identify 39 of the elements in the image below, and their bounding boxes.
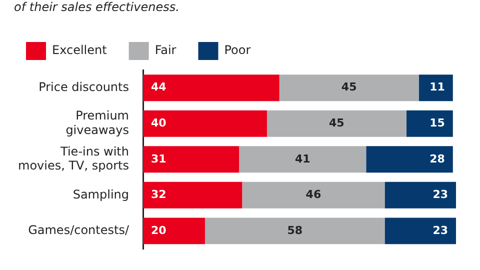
bar bbox=[279, 74, 419, 102]
data-label: 32 bbox=[151, 188, 166, 202]
bar bbox=[418, 74, 453, 102]
bar bbox=[239, 146, 366, 173]
data-label: 44 bbox=[151, 80, 167, 94]
bar bbox=[266, 110, 406, 137]
data-label: 46 bbox=[306, 188, 322, 202]
legend-label: Fair bbox=[154, 43, 176, 58]
data-label: 28 bbox=[430, 152, 445, 166]
legend-label: Poor bbox=[224, 43, 251, 58]
bar bbox=[143, 182, 242, 208]
data-label: 23 bbox=[432, 188, 448, 202]
bar bbox=[143, 110, 267, 137]
data-label: 15 bbox=[430, 116, 445, 130]
data-label: 40 bbox=[151, 116, 167, 130]
y-tick-label: Games/contests/ bbox=[28, 223, 130, 238]
y-tick-label: Tie-ins with movies, TV, sports bbox=[18, 144, 129, 173]
bar bbox=[406, 110, 453, 137]
data-label: 23 bbox=[432, 224, 448, 237]
bar bbox=[143, 74, 280, 102]
data-label: 58 bbox=[287, 224, 303, 237]
data-label: 45 bbox=[329, 116, 344, 130]
bar bbox=[143, 218, 205, 244]
bar bbox=[204, 218, 385, 244]
bar bbox=[143, 146, 240, 173]
chart-subtitle: of their sales effectiveness. bbox=[14, 0, 180, 14]
bar bbox=[366, 146, 453, 173]
data-label: 31 bbox=[151, 152, 166, 166]
legend-label: Excellent bbox=[52, 43, 108, 58]
y-tick-label: Sampling bbox=[72, 187, 129, 202]
data-label: 41 bbox=[294, 152, 310, 166]
bar bbox=[384, 218, 456, 244]
bar bbox=[242, 182, 385, 208]
y-tick-label: Premium giveaways bbox=[66, 108, 129, 137]
bar bbox=[384, 182, 456, 208]
data-label: 20 bbox=[151, 224, 167, 237]
data-label: 45 bbox=[341, 80, 357, 94]
data-label: 11 bbox=[430, 80, 445, 94]
y-tick-label: Price discounts bbox=[38, 80, 129, 94]
